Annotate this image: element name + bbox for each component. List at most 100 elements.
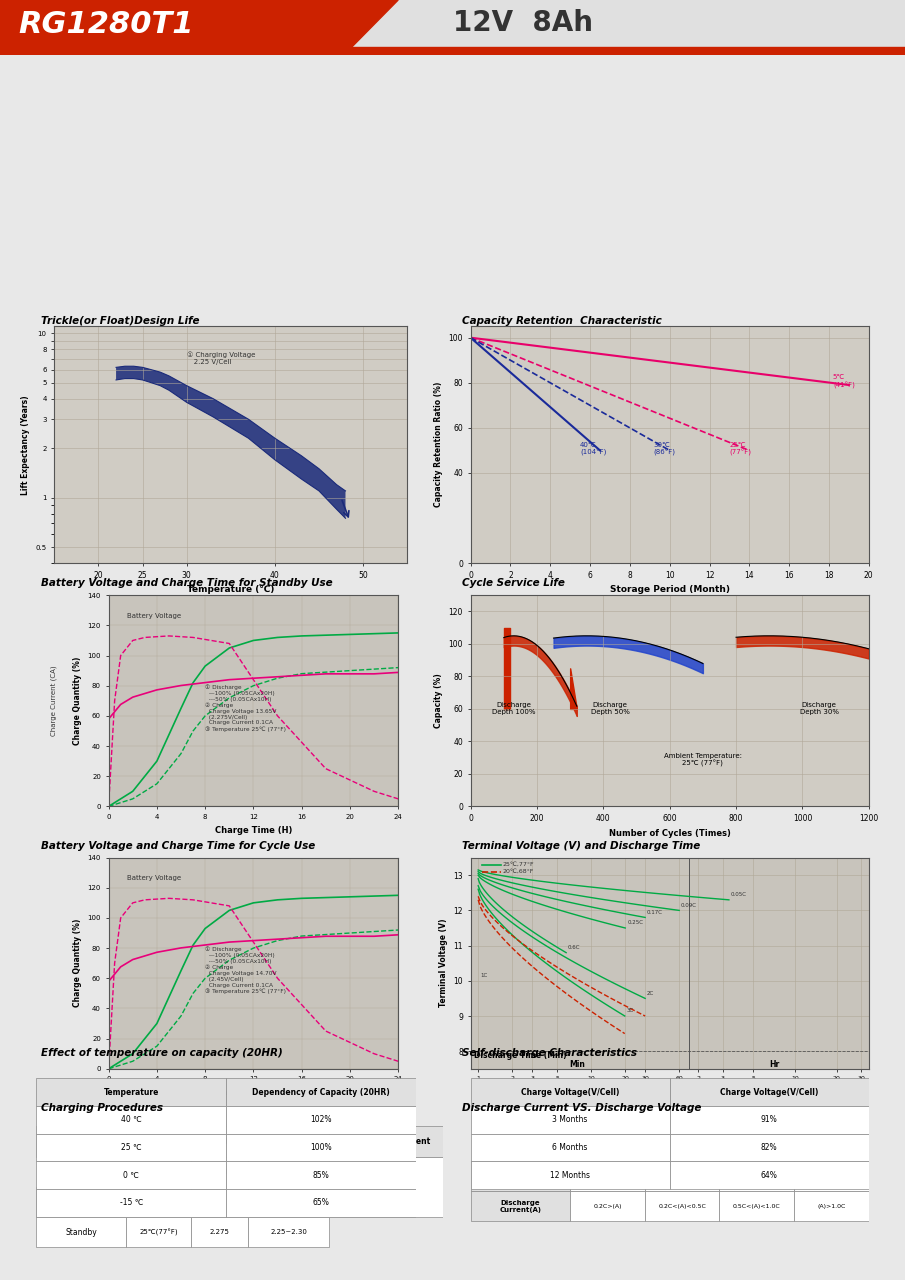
- Text: ① Charging Voltage
   2.25 V/Cell: ① Charging Voltage 2.25 V/Cell: [186, 352, 255, 365]
- FancyBboxPatch shape: [719, 1192, 795, 1221]
- FancyBboxPatch shape: [126, 1157, 191, 1187]
- Text: Discharge
Current(A): Discharge Current(A): [500, 1199, 541, 1213]
- X-axis label: Temperature (℃): Temperature (℃): [187, 585, 274, 594]
- Text: Discharge Time (Min): Discharge Time (Min): [474, 1051, 567, 1060]
- Text: 3C: 3C: [626, 1009, 634, 1014]
- FancyBboxPatch shape: [329, 1157, 443, 1217]
- FancyBboxPatch shape: [670, 1078, 869, 1106]
- Text: 0.6C: 0.6C: [568, 945, 580, 950]
- Text: Set Point: Set Point: [204, 1169, 235, 1175]
- FancyBboxPatch shape: [36, 1106, 226, 1134]
- Text: 0.2C>(A): 0.2C>(A): [594, 1203, 622, 1208]
- Text: Effect of temperature on capacity (20HR): Effect of temperature on capacity (20HR): [41, 1048, 282, 1059]
- Text: 85%: 85%: [313, 1170, 329, 1180]
- Text: 2.40~2.50: 2.40~2.50: [271, 1199, 307, 1204]
- Text: Battery Voltage: Battery Voltage: [127, 613, 181, 618]
- FancyBboxPatch shape: [126, 1187, 191, 1217]
- FancyBboxPatch shape: [670, 1161, 869, 1189]
- Text: Discharge Current VS. Discharge Voltage: Discharge Current VS. Discharge Voltage: [462, 1103, 701, 1114]
- Text: Discharge
Depth 50%: Discharge Depth 50%: [591, 701, 629, 714]
- Text: 25℃(77°F): 25℃(77°F): [139, 1229, 177, 1236]
- Text: Allowable Range: Allowable Range: [260, 1169, 318, 1175]
- Y-axis label: Charge Quantity (%): Charge Quantity (%): [73, 919, 82, 1007]
- FancyBboxPatch shape: [471, 1161, 570, 1192]
- Text: Discharge
Depth 30%: Discharge Depth 30%: [799, 701, 839, 714]
- Text: Charge Voltage(V/Cell): Charge Voltage(V/Cell): [178, 1137, 277, 1146]
- FancyBboxPatch shape: [226, 1106, 416, 1134]
- Y-axis label: Charge Quantity (%): Charge Quantity (%): [73, 657, 82, 745]
- Text: Max.Charge Current: Max.Charge Current: [343, 1137, 430, 1146]
- FancyBboxPatch shape: [191, 1157, 248, 1187]
- Text: Final Discharge
Voltage V/Cell: Final Discharge Voltage V/Cell: [490, 1170, 551, 1183]
- Text: 0.17C: 0.17C: [647, 910, 663, 915]
- Text: 1.70: 1.70: [673, 1171, 691, 1180]
- Text: Discharge
Depth 100%: Discharge Depth 100%: [492, 701, 536, 714]
- Text: 0.3C: 0.3C: [377, 1183, 395, 1192]
- FancyBboxPatch shape: [226, 1189, 416, 1216]
- Text: -15 ℃: -15 ℃: [119, 1198, 143, 1207]
- FancyBboxPatch shape: [471, 1192, 570, 1221]
- Text: 82%: 82%: [761, 1143, 777, 1152]
- FancyBboxPatch shape: [471, 1134, 670, 1161]
- FancyBboxPatch shape: [126, 1217, 191, 1247]
- Text: 25℃
(77°F): 25℃ (77°F): [729, 442, 751, 457]
- FancyBboxPatch shape: [644, 1161, 719, 1192]
- X-axis label: Storage Period (Month): Storage Period (Month): [610, 585, 729, 594]
- FancyBboxPatch shape: [795, 1161, 869, 1192]
- Text: 2.25~2.30: 2.25~2.30: [271, 1229, 307, 1235]
- Text: 2C: 2C: [647, 991, 654, 996]
- Text: Temperature: Temperature: [137, 1169, 180, 1175]
- Text: Cycle Use: Cycle Use: [62, 1198, 100, 1207]
- Text: 1.75: 1.75: [599, 1171, 616, 1180]
- FancyBboxPatch shape: [248, 1187, 329, 1217]
- FancyBboxPatch shape: [36, 1217, 126, 1247]
- Text: 30℃
(86°F): 30℃ (86°F): [653, 442, 676, 457]
- FancyBboxPatch shape: [191, 1217, 248, 1247]
- FancyBboxPatch shape: [719, 1161, 795, 1192]
- Text: Battery Voltage and Charge Time for Standby Use: Battery Voltage and Charge Time for Stan…: [41, 579, 332, 589]
- FancyBboxPatch shape: [570, 1192, 644, 1221]
- Text: 64%: 64%: [761, 1170, 777, 1180]
- FancyBboxPatch shape: [670, 1134, 869, 1161]
- FancyBboxPatch shape: [248, 1157, 329, 1187]
- Text: Ambient Temperature:
25℃ (77°F): Ambient Temperature: 25℃ (77°F): [664, 753, 742, 767]
- Text: 6 Months: 6 Months: [552, 1143, 588, 1152]
- Text: 0.09C: 0.09C: [681, 902, 697, 908]
- Text: Charge Voltage(V/Cell): Charge Voltage(V/Cell): [521, 1088, 619, 1097]
- FancyBboxPatch shape: [570, 1161, 644, 1192]
- Text: Temperature: Temperature: [103, 1088, 159, 1097]
- FancyBboxPatch shape: [36, 1187, 126, 1217]
- X-axis label: Charge Time (H): Charge Time (H): [214, 826, 292, 835]
- Text: 1C: 1C: [480, 973, 487, 978]
- Polygon shape: [0, 47, 905, 55]
- Text: Trickle(or Float)Design Life: Trickle(or Float)Design Life: [41, 316, 199, 326]
- FancyBboxPatch shape: [226, 1134, 416, 1161]
- Text: 0.25C: 0.25C: [627, 920, 643, 925]
- FancyBboxPatch shape: [36, 1161, 226, 1189]
- FancyBboxPatch shape: [248, 1217, 329, 1247]
- Text: Battery Voltage: Battery Voltage: [127, 876, 181, 881]
- Text: Battery Voltage and Charge Time for Cycle Use: Battery Voltage and Charge Time for Cycl…: [41, 841, 315, 851]
- Text: 5℃
(41°F): 5℃ (41°F): [833, 375, 855, 389]
- FancyBboxPatch shape: [329, 1126, 443, 1157]
- X-axis label: Number of Cycles (Times): Number of Cycles (Times): [609, 828, 730, 837]
- Text: Application: Application: [56, 1137, 106, 1146]
- Text: Standby: Standby: [65, 1228, 97, 1236]
- Text: 102%: 102%: [310, 1115, 332, 1124]
- Y-axis label: Lift Expectancy (Years): Lift Expectancy (Years): [21, 396, 30, 494]
- Text: 3 Months: 3 Months: [552, 1115, 588, 1124]
- FancyBboxPatch shape: [36, 1078, 226, 1106]
- Text: 25℃(77°F): 25℃(77°F): [139, 1198, 177, 1206]
- Text: 1.30: 1.30: [823, 1171, 840, 1180]
- Text: Hr: Hr: [769, 1060, 779, 1069]
- Text: Capacity Retention  Characteristic: Capacity Retention Characteristic: [462, 316, 662, 326]
- Text: 2.45: 2.45: [212, 1199, 227, 1204]
- FancyBboxPatch shape: [471, 1106, 670, 1134]
- Text: 20℃,68°F: 20℃,68°F: [503, 869, 534, 874]
- Text: Charging Procedures: Charging Procedures: [41, 1103, 163, 1114]
- Polygon shape: [0, 0, 398, 55]
- Text: 0.05C: 0.05C: [731, 892, 747, 897]
- Text: 0 ℃: 0 ℃: [123, 1170, 139, 1180]
- Text: Dependency of Capacity (20HR): Dependency of Capacity (20HR): [252, 1088, 390, 1097]
- Text: 2.275: 2.275: [210, 1229, 229, 1235]
